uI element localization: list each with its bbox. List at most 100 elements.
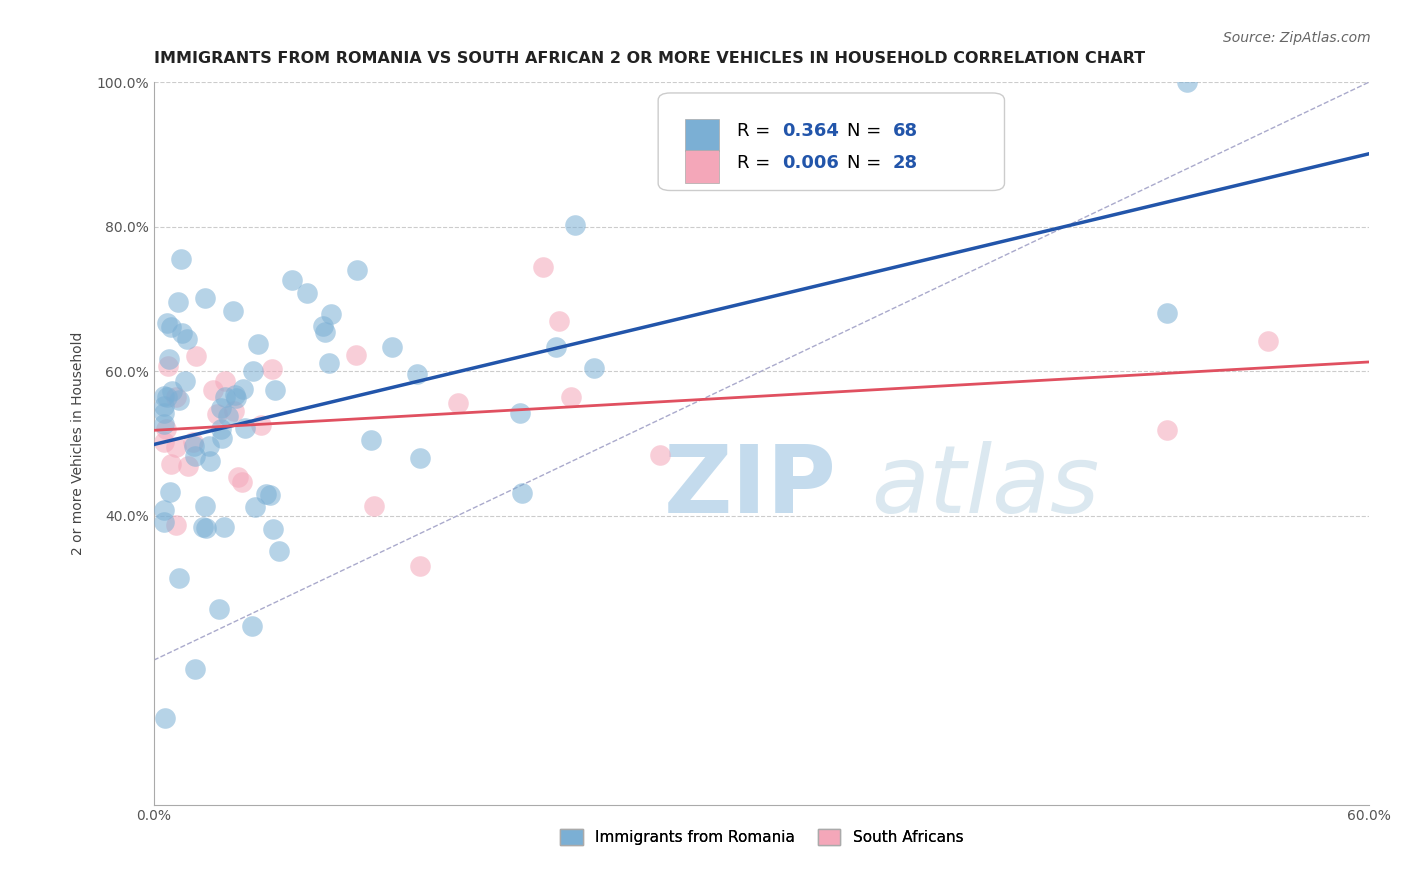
Point: [564, 218, 586, 232]
Point: [531, 260, 554, 274]
Point: [153, 399, 176, 413]
Point: [153, 435, 176, 450]
FancyBboxPatch shape: [685, 151, 718, 183]
Point: [295, 285, 318, 300]
Point: [156, 317, 179, 331]
Text: 0.364: 0.364: [782, 122, 839, 140]
Text: atlas: atlas: [870, 442, 1099, 533]
Point: [224, 404, 246, 418]
Point: [195, 521, 218, 535]
Point: [198, 439, 221, 453]
Point: [167, 393, 190, 408]
Point: [165, 390, 187, 404]
Point: [157, 359, 180, 373]
Point: [360, 433, 382, 447]
Point: [201, 383, 224, 397]
Point: [405, 367, 427, 381]
Point: [177, 459, 200, 474]
Point: [181, 434, 204, 449]
Point: [165, 517, 187, 532]
Text: IMMIGRANTS FROM ROMANIA VS SOUTH AFRICAN 2 OR MORE VEHICLES IN HOUSEHOLD CORRELA: IMMIGRANTS FROM ROMANIA VS SOUTH AFRICAN…: [153, 51, 1144, 66]
Point: [318, 356, 340, 370]
Point: [165, 440, 187, 454]
Point: [194, 499, 217, 513]
Point: [267, 544, 290, 558]
Text: ZIP: ZIP: [664, 441, 837, 533]
Point: [153, 388, 176, 402]
Point: [156, 390, 179, 404]
Point: [209, 422, 232, 436]
Point: [198, 453, 221, 467]
Point: [242, 363, 264, 377]
Text: 68: 68: [893, 122, 918, 140]
Point: [176, 332, 198, 346]
Point: [153, 406, 176, 420]
FancyBboxPatch shape: [658, 93, 1004, 191]
Point: [582, 361, 605, 376]
Text: N =: N =: [846, 122, 887, 140]
Point: [208, 601, 231, 615]
Point: [548, 313, 571, 327]
Point: [1156, 306, 1178, 320]
Text: N =: N =: [846, 154, 887, 172]
Point: [225, 391, 247, 405]
Point: [214, 390, 236, 404]
Point: [446, 395, 468, 409]
Point: [170, 326, 193, 340]
Point: [184, 350, 207, 364]
Point: [264, 383, 287, 397]
Point: [314, 326, 336, 340]
Point: [214, 375, 236, 389]
Point: [160, 384, 183, 398]
Point: [409, 558, 432, 573]
Point: [233, 421, 256, 435]
Point: [153, 515, 176, 529]
Point: [262, 522, 284, 536]
Point: [650, 448, 672, 462]
Point: [184, 449, 207, 463]
Point: [224, 388, 246, 402]
Point: [222, 303, 245, 318]
Point: [209, 401, 232, 415]
Text: R =: R =: [737, 154, 776, 172]
Point: [159, 351, 181, 366]
Point: [217, 409, 239, 424]
Text: R =: R =: [737, 122, 776, 140]
Point: [160, 319, 183, 334]
FancyBboxPatch shape: [685, 119, 718, 151]
Point: [153, 503, 176, 517]
Point: [346, 262, 368, 277]
Point: [173, 374, 195, 388]
Point: [226, 469, 249, 483]
Point: [1175, 75, 1198, 89]
Point: [207, 407, 229, 421]
Point: [160, 458, 183, 472]
Point: [167, 295, 190, 310]
Point: [247, 337, 270, 351]
Point: [231, 475, 253, 490]
Point: [319, 307, 342, 321]
Point: [194, 291, 217, 305]
Point: [184, 662, 207, 676]
Text: Source: ZipAtlas.com: Source: ZipAtlas.com: [1223, 31, 1371, 45]
Point: [560, 390, 582, 404]
Point: [170, 252, 193, 266]
Point: [510, 486, 533, 500]
Point: [509, 406, 531, 420]
Text: 0.006: 0.006: [782, 154, 839, 172]
Point: [167, 571, 190, 585]
Point: [254, 486, 277, 500]
Point: [381, 340, 404, 354]
Point: [280, 273, 302, 287]
Point: [546, 340, 568, 354]
Point: [232, 382, 254, 396]
Point: [191, 520, 214, 534]
Point: [240, 618, 263, 632]
Point: [363, 499, 385, 513]
Y-axis label: 2 or more Vehicles in Household: 2 or more Vehicles in Household: [72, 332, 86, 555]
Point: [155, 422, 177, 436]
Point: [409, 451, 432, 466]
Point: [260, 361, 283, 376]
Point: [183, 439, 205, 453]
Point: [212, 520, 235, 534]
